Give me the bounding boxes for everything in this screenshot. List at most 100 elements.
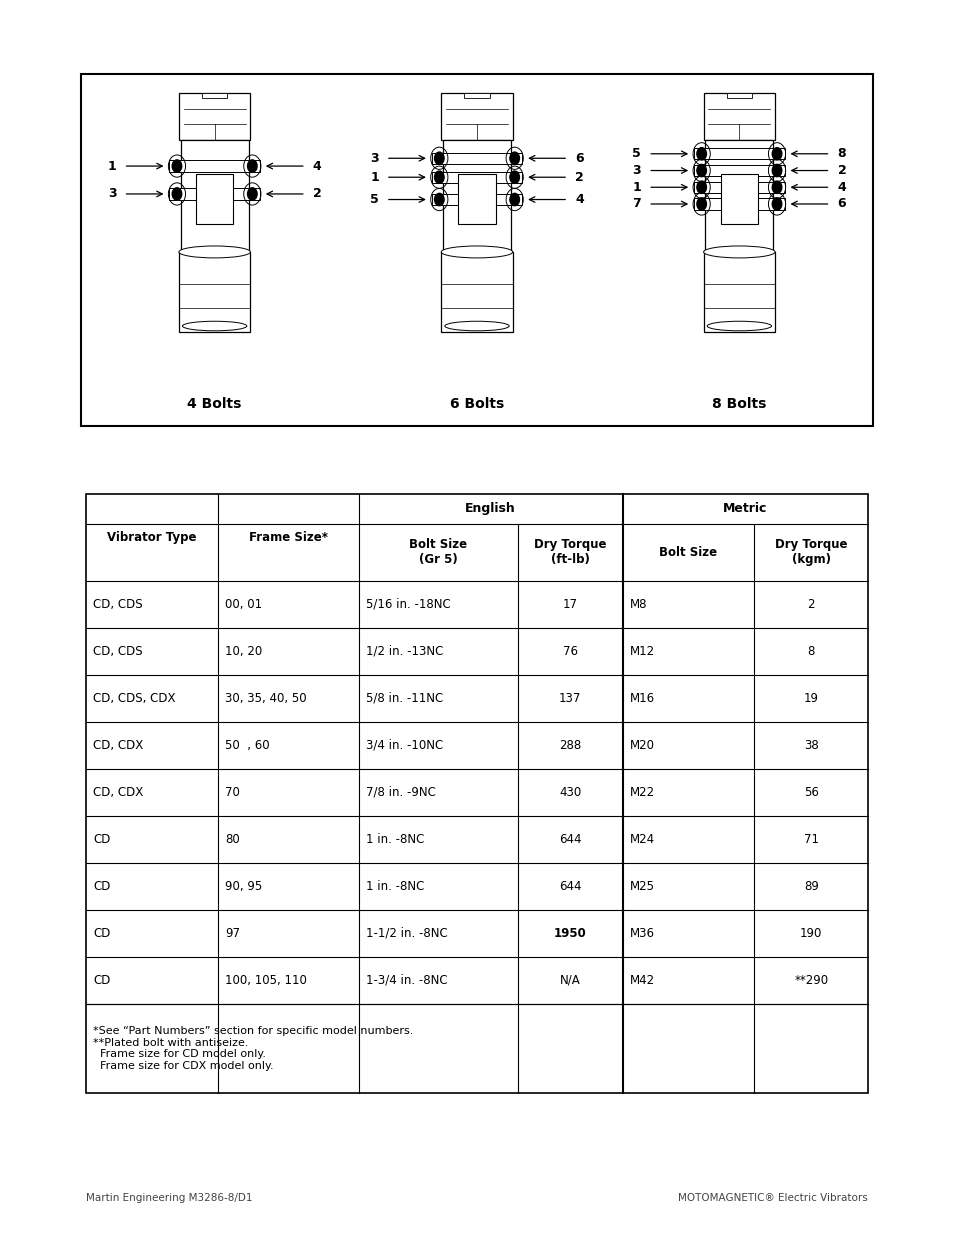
- Text: 70: 70: [225, 785, 240, 799]
- Circle shape: [509, 194, 518, 206]
- Bar: [180, 141, 249, 252]
- Ellipse shape: [702, 246, 774, 258]
- Text: 76: 76: [562, 645, 578, 658]
- Bar: [195, 174, 233, 224]
- Text: 288: 288: [558, 739, 580, 752]
- Circle shape: [172, 188, 181, 200]
- Text: **290: **290: [794, 974, 827, 987]
- Text: Dry Torque
(ft-lb): Dry Torque (ft-lb): [534, 538, 606, 566]
- Text: 4: 4: [313, 159, 321, 173]
- Text: M8: M8: [630, 598, 647, 610]
- Text: 2: 2: [806, 598, 814, 610]
- Bar: [457, 174, 496, 224]
- Text: 50  , 60: 50 , 60: [225, 739, 270, 752]
- Text: 5/8 in. -11NC: 5/8 in. -11NC: [366, 692, 443, 705]
- Text: 1: 1: [370, 170, 378, 184]
- Ellipse shape: [706, 321, 771, 331]
- Text: 2: 2: [313, 188, 321, 200]
- Text: English: English: [465, 503, 516, 515]
- Text: M42: M42: [630, 974, 655, 987]
- Text: CD, CDX: CD, CDX: [93, 739, 144, 752]
- Text: 1950: 1950: [554, 926, 586, 940]
- Circle shape: [696, 148, 705, 161]
- Text: CD: CD: [93, 926, 111, 940]
- Circle shape: [772, 164, 781, 177]
- Text: Bolt Size: Bolt Size: [659, 546, 717, 558]
- Text: 6 Bolts: 6 Bolts: [450, 396, 503, 411]
- Text: 71: 71: [803, 832, 818, 846]
- Text: 1: 1: [108, 159, 116, 173]
- Ellipse shape: [182, 321, 247, 331]
- Bar: [694, 199, 783, 210]
- Text: Bolt Size
(Gr 5): Bolt Size (Gr 5): [409, 538, 467, 566]
- Text: Dry Torque
(kgm): Dry Torque (kgm): [774, 538, 846, 566]
- Circle shape: [509, 152, 518, 164]
- Text: 97: 97: [225, 926, 240, 940]
- Text: 3: 3: [370, 152, 378, 164]
- Circle shape: [435, 170, 443, 183]
- Circle shape: [696, 198, 705, 210]
- Text: 644: 644: [558, 879, 581, 893]
- Text: CD: CD: [93, 832, 111, 846]
- Circle shape: [509, 170, 518, 183]
- Text: 90, 95: 90, 95: [225, 879, 262, 893]
- Text: 00, 01: 00, 01: [225, 598, 262, 610]
- Bar: [431, 153, 522, 164]
- Bar: [170, 189, 259, 200]
- Circle shape: [772, 198, 781, 210]
- Bar: [431, 194, 522, 205]
- Bar: [202, 93, 227, 99]
- Text: 8: 8: [807, 645, 814, 658]
- Text: M24: M24: [630, 832, 655, 846]
- Ellipse shape: [440, 246, 513, 258]
- Text: 2: 2: [575, 170, 583, 184]
- Bar: [178, 93, 250, 141]
- Text: M12: M12: [630, 645, 655, 658]
- Bar: [694, 182, 783, 193]
- Bar: [431, 172, 522, 183]
- Text: M25: M25: [630, 879, 655, 893]
- Text: M16: M16: [630, 692, 655, 705]
- Bar: [440, 93, 512, 141]
- Text: 430: 430: [558, 785, 580, 799]
- Text: 7/8 in. -9NC: 7/8 in. -9NC: [366, 785, 436, 799]
- Text: 1 in. -8NC: 1 in. -8NC: [366, 879, 424, 893]
- Text: MOTOMAGNETIC® Electric Vibrators: MOTOMAGNETIC® Electric Vibrators: [678, 1193, 867, 1203]
- Text: 89: 89: [803, 879, 818, 893]
- Text: *See “Part Numbers” section for specific model numbers.
**Plated bolt with antis: *See “Part Numbers” section for specific…: [93, 1026, 414, 1071]
- Bar: [726, 93, 751, 99]
- Text: 1 in. -8NC: 1 in. -8NC: [366, 832, 424, 846]
- Text: 3: 3: [108, 188, 116, 200]
- Text: 4 Bolts: 4 Bolts: [188, 396, 241, 411]
- Circle shape: [696, 182, 705, 194]
- Text: 5/16 in. -18NC: 5/16 in. -18NC: [366, 598, 451, 610]
- Text: 100, 105, 110: 100, 105, 110: [225, 974, 307, 987]
- Circle shape: [772, 148, 781, 161]
- Bar: [86, 494, 867, 1093]
- Text: 30, 35, 40, 50: 30, 35, 40, 50: [225, 692, 307, 705]
- Text: 3: 3: [632, 164, 640, 177]
- Bar: [442, 141, 511, 252]
- Circle shape: [247, 188, 256, 200]
- Text: CD, CDS, CDX: CD, CDS, CDX: [93, 692, 175, 705]
- Text: 4: 4: [837, 180, 845, 194]
- Text: M20: M20: [630, 739, 655, 752]
- Text: 8: 8: [837, 147, 845, 161]
- Text: 190: 190: [800, 926, 821, 940]
- Text: 1: 1: [632, 180, 640, 194]
- Text: M22: M22: [630, 785, 655, 799]
- Text: 19: 19: [803, 692, 818, 705]
- Text: Vibrator Type: Vibrator Type: [107, 531, 196, 543]
- Text: 5: 5: [632, 147, 640, 161]
- Bar: [170, 161, 259, 172]
- Bar: [702, 93, 774, 141]
- Text: 6: 6: [575, 152, 583, 164]
- Circle shape: [172, 159, 181, 172]
- Text: N/A: N/A: [559, 974, 580, 987]
- Bar: [702, 252, 774, 331]
- Text: 4: 4: [575, 193, 583, 206]
- Bar: [178, 252, 250, 331]
- Text: 56: 56: [803, 785, 818, 799]
- Text: CD: CD: [93, 974, 111, 987]
- Bar: [694, 148, 783, 159]
